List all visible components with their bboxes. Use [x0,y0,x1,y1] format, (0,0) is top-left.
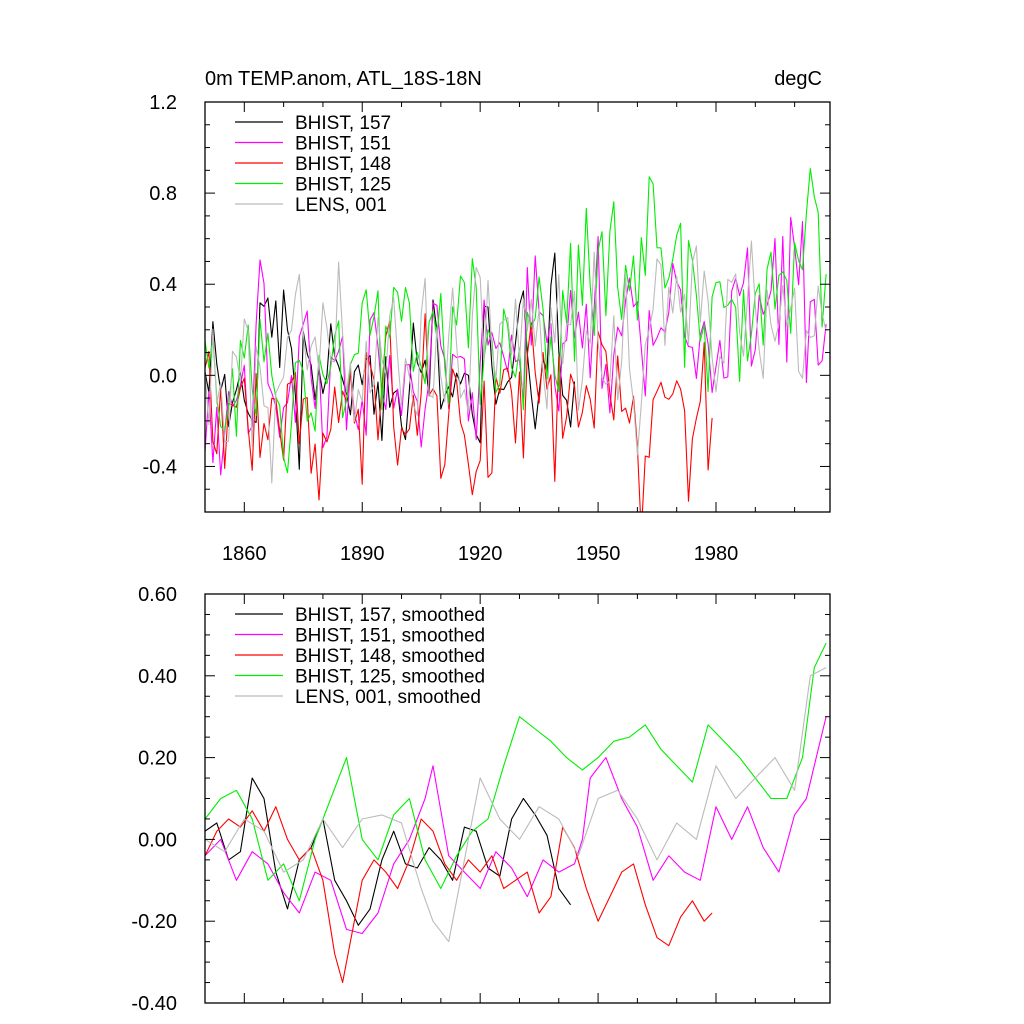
y-tick-label-3: 0.20 [138,748,177,770]
series-line-2 [205,806,713,984]
x-tick-label-3: 1950 [576,543,621,565]
legend-label-4: LENS, 001, smoothed [295,687,481,708]
chart-title: 0m TEMP.anom, ATL_18S-18N [205,68,482,90]
y-tick-label-4: 0.40 [138,666,177,688]
y-tick-label-2: 0.00 [138,829,177,851]
legend-label-0: BHIST, 157 [295,113,391,134]
series-line-1 [205,216,827,476]
bottom-panel-smoothed-anomaly: -0.40 -0.20 0.00 0.20 0.40 0.60 BHIST, 157, sm… [131,584,831,1015]
y-tick-label-0: -0.40 [131,993,177,1015]
legend-label-2: BHIST, 148, smoothed [295,646,485,667]
series-lines [205,167,827,512]
x-tick-label-0: 1860 [222,543,267,565]
series-line-4 [205,240,827,484]
y-tick-label-1: 0.0 [149,365,177,387]
legend-label-0: BHIST, 157, smoothed [295,605,485,626]
series-line-0 [205,777,572,926]
y-tick-label-1: -0.20 [131,911,177,933]
y-tick-label-0: -0.4 [143,456,177,478]
units-label: degC [774,68,822,90]
x-tick-label-1: 1890 [340,543,385,565]
y-tick-label-2: 0.4 [149,274,177,296]
y-tick-label-5: 0.60 [138,584,177,606]
y-tick-label-3: 0.8 [149,183,177,205]
top-panel-raw-anomaly: 1860 1890 1920 1950 1980 -0.4 0.0 0.4 0.8 1.2 0m T… [143,68,831,565]
legend-label-3: BHIST, 125 [295,175,391,196]
legend-label-1: BHIST, 151, smoothed [295,626,485,647]
legend-label-3: BHIST, 125, smoothed [295,667,485,688]
series-line-1 [205,716,827,935]
series-line-2 [205,313,713,512]
series-line-0 [205,252,576,470]
y-tick-label-4: 1.2 [149,92,177,114]
series-lines [205,642,827,984]
series-line-3 [205,642,827,902]
legend-label-1: BHIST, 151 [295,134,391,155]
x-tick-label-2: 1920 [458,543,503,565]
legend-label-4: LENS, 001 [295,195,387,216]
x-tick-label-4: 1980 [694,543,739,565]
legend-label-2: BHIST, 148 [295,154,391,175]
series-line-3 [205,167,827,474]
series-line-4 [205,667,827,943]
